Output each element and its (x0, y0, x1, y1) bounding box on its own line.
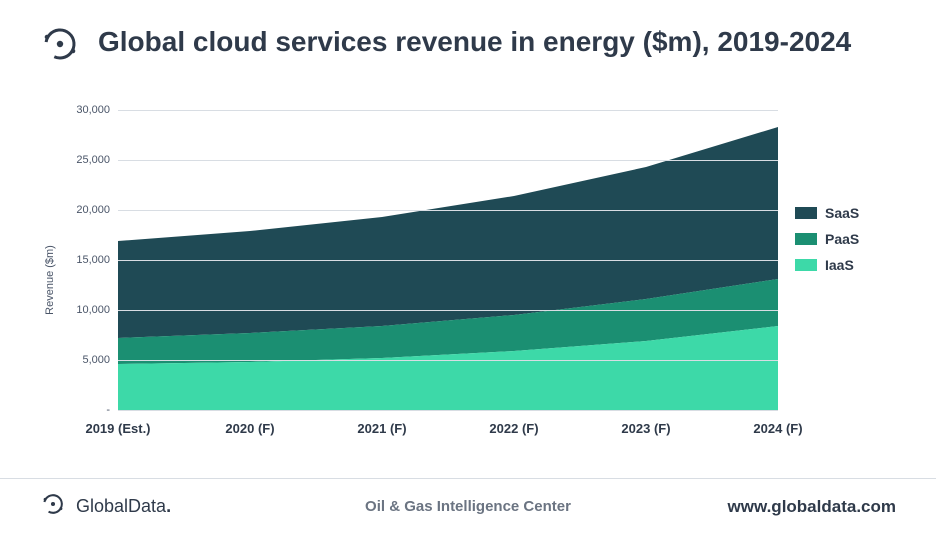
grid-line (118, 360, 778, 361)
y-tick-label: 20,000 (76, 204, 118, 216)
x-tick-label: 2023 (F) (621, 421, 670, 436)
x-tick-label: 2020 (F) (225, 421, 274, 436)
y-tick-label: - (106, 404, 118, 416)
x-tick-label: 2024 (F) (753, 421, 802, 436)
legend-label: SaaS (825, 205, 859, 221)
grid-line (118, 410, 778, 411)
y-tick-label: 10,000 (76, 304, 118, 316)
x-tick-label: 2019 (Est.) (85, 421, 150, 436)
plot-area: -5,00010,00015,00020,00025,00030,0002019… (118, 110, 778, 410)
footer-center-text: Oil & Gas Intelligence Center (365, 498, 571, 515)
grid-line (118, 310, 778, 311)
legend-item-iaas: IaaS (795, 257, 859, 273)
grid-line (118, 110, 778, 111)
chart-title: Global cloud services revenue in energy … (98, 24, 851, 59)
legend-label: PaaS (825, 231, 859, 247)
chart-container: Revenue ($m) -5,00010,00015,00020,00025,… (40, 110, 910, 450)
y-axis-title: Revenue ($m) (44, 245, 56, 315)
y-tick-label: 5,000 (82, 354, 118, 366)
footer-logo: GlobalData. (40, 491, 171, 522)
grid-line (118, 210, 778, 211)
globaldata-logo-small-icon (40, 491, 66, 522)
footer-url: www.globaldata.com (728, 497, 896, 517)
x-tick-label: 2022 (F) (489, 421, 538, 436)
header: Global cloud services revenue in energy … (0, 0, 936, 74)
legend: SaaS PaaS IaaS (795, 205, 859, 283)
legend-item-saas: SaaS (795, 205, 859, 221)
footer: GlobalData. Oil & Gas Intelligence Cente… (0, 478, 936, 534)
y-tick-label: 25,000 (76, 154, 118, 166)
legend-swatch (795, 233, 817, 245)
legend-item-paas: PaaS (795, 231, 859, 247)
grid-line (118, 160, 778, 161)
legend-label: IaaS (825, 257, 854, 273)
globaldata-logo-icon (40, 24, 80, 64)
x-tick-label: 2021 (F) (357, 421, 406, 436)
legend-swatch (795, 259, 817, 271)
footer-brand-text: GlobalData. (76, 496, 171, 517)
grid-line (118, 260, 778, 261)
y-tick-label: 15,000 (76, 254, 118, 266)
legend-swatch (795, 207, 817, 219)
y-tick-label: 30,000 (76, 104, 118, 116)
